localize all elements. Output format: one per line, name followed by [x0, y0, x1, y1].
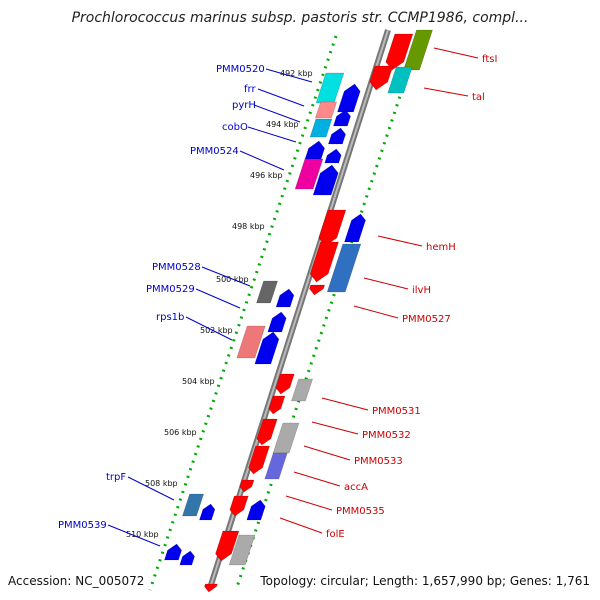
gene-glyph[interactable]: [199, 503, 216, 521]
leader-line: [239, 150, 285, 171]
leader-line: [279, 517, 323, 534]
tick-label: 496 kbp: [250, 171, 283, 180]
tick-label: 510 kbp: [126, 530, 159, 539]
gene-label-left[interactable]: PMM0524: [190, 146, 239, 157]
gene-glyph[interactable]: [312, 164, 341, 196]
tick-label: 494 kbp: [266, 120, 299, 129]
leader-line: [353, 305, 399, 319]
gene-glyph[interactable]: [274, 373, 295, 395]
gene-label-right[interactable]: ilvH: [412, 285, 431, 296]
gene-label-right[interactable]: PMM0527: [402, 314, 451, 325]
gene-glyph[interactable]: [315, 101, 338, 119]
leader-line: [127, 476, 175, 501]
left-ruler: [148, 35, 338, 591]
gene-label-left[interactable]: pyrH: [232, 100, 256, 111]
gene-glyph[interactable]: [246, 499, 267, 521]
gene-label-left[interactable]: cobO: [222, 122, 248, 133]
gene-label-right[interactable]: ftsI: [482, 54, 497, 65]
gene-glyph[interactable]: [326, 243, 362, 293]
gene-glyph[interactable]: [367, 65, 394, 91]
gene-label-left[interactable]: PMM0529: [146, 284, 195, 295]
gene-glyph[interactable]: [228, 534, 256, 566]
accession-text: Accession: NC_005072: [8, 574, 145, 588]
gene-glyph[interactable]: [256, 280, 278, 304]
gene-label-left[interactable]: rps1b: [156, 312, 184, 323]
leader-line: [265, 68, 313, 83]
gene-label-right[interactable]: folE: [326, 529, 345, 540]
gene-glyph[interactable]: [267, 395, 286, 415]
leader-line: [107, 524, 161, 547]
tick-label: 492 kbp: [280, 69, 313, 78]
tick-label: 502 kbp: [200, 326, 233, 335]
tick-label: 498 kbp: [232, 222, 265, 231]
tick-label: 504 kbp: [182, 377, 215, 386]
gene-glyph[interactable]: [291, 378, 314, 402]
gene-glyph[interactable]: [267, 311, 288, 333]
leader-line: [377, 235, 423, 247]
gene-glyph[interactable]: [228, 495, 249, 517]
leader-line: [433, 47, 479, 59]
gene-label-left[interactable]: PMM0520: [216, 64, 265, 75]
gene-label-right[interactable]: tal: [472, 92, 485, 103]
gene-glyph[interactable]: [387, 66, 413, 94]
gene-label-right[interactable]: hemH: [426, 242, 456, 253]
gene-glyph[interactable]: [316, 209, 347, 247]
gene-glyph[interactable]: [179, 550, 197, 566]
leader-line: [303, 445, 351, 461]
gene-glyph[interactable]: [403, 29, 433, 71]
gene-label-right[interactable]: PMM0533: [354, 456, 403, 467]
gene-glyph[interactable]: [344, 213, 367, 243]
gene-glyph[interactable]: [337, 83, 362, 113]
leader-line: [285, 495, 333, 511]
gene-glyph[interactable]: [324, 148, 344, 164]
gene-glyph[interactable]: [236, 325, 266, 359]
gene-glyph[interactable]: [275, 288, 296, 308]
gene-glyph[interactable]: [294, 158, 324, 190]
gene-glyph[interactable]: [383, 33, 414, 71]
gene-glyph[interactable]: [333, 109, 352, 127]
gene-label-right[interactable]: PMM0532: [362, 430, 411, 441]
leader-line: [253, 104, 301, 123]
gene-glyph[interactable]: [203, 583, 218, 593]
gene-label-right[interactable]: PMM0531: [372, 406, 421, 417]
gene-glyph[interactable]: [213, 530, 240, 562]
gene-glyph[interactable]: [307, 284, 326, 296]
leader-line: [311, 421, 359, 435]
gene-label-left[interactable]: PMM0528: [152, 262, 201, 273]
gene-glyph[interactable]: [309, 118, 333, 138]
gene-label-left[interactable]: frr: [244, 84, 256, 95]
gene-glyph[interactable]: [255, 418, 278, 446]
topology-text: Topology: circular; Length: 1,657,990 bp…: [260, 574, 590, 588]
gene-glyph[interactable]: [246, 445, 270, 475]
gene-label-right[interactable]: accA: [344, 482, 368, 493]
gene-glyph[interactable]: [315, 72, 345, 104]
right-ruler: [234, 35, 422, 591]
leader-line: [195, 288, 241, 309]
leader-line: [201, 266, 251, 287]
leader-line: [257, 88, 305, 107]
leader-line: [293, 471, 341, 487]
tick-label: 506 kbp: [164, 428, 197, 437]
leader-line: [423, 87, 469, 97]
gene-label-left[interactable]: PMM0539: [58, 520, 107, 531]
gene-glyph[interactable]: [164, 543, 183, 561]
gene-glyph[interactable]: [304, 140, 327, 160]
gene-label-left[interactable]: trpF: [106, 472, 126, 483]
gene-glyph[interactable]: [182, 493, 205, 517]
map-title: Prochlorococcus marinus subsp. pastoris …: [71, 10, 529, 26]
gene-glyph[interactable]: [328, 127, 347, 145]
gene-glyph[interactable]: [254, 331, 281, 365]
gene-glyph[interactable]: [264, 452, 288, 480]
gene-glyph[interactable]: [238, 479, 255, 493]
gene-glyph[interactable]: [272, 422, 300, 454]
gene-glyph[interactable]: [308, 241, 339, 283]
leader-line: [321, 397, 369, 411]
gene-label-right[interactable]: PMM0535: [336, 506, 385, 517]
tick-label: 508 kbp: [145, 479, 178, 488]
leader-line: [363, 277, 409, 290]
leader-line: [247, 126, 297, 143]
leader-line: [185, 316, 233, 341]
